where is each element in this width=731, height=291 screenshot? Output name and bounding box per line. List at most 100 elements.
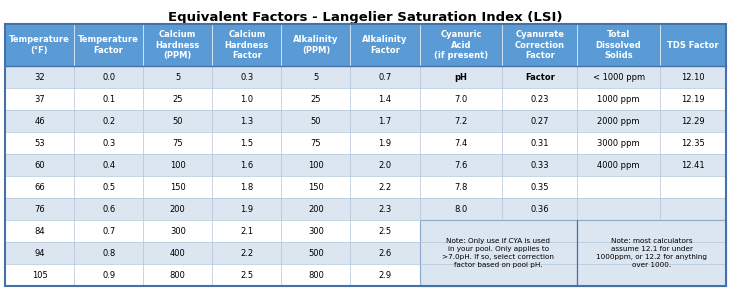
Text: 200: 200 [308, 205, 324, 214]
Text: 0.5: 0.5 [102, 182, 115, 191]
Bar [212, 132, 281, 154]
Bar [502, 176, 577, 198]
Text: Alkalinity
Factor: Alkalinity Factor [363, 35, 408, 55]
Text: Alkalinity
(PPM): Alkalinity (PPM) [293, 35, 338, 55]
Bar [143, 198, 212, 220]
Text: 7.8: 7.8 [454, 182, 468, 191]
Text: 1.8: 1.8 [240, 182, 254, 191]
Bar [5, 24, 74, 66]
Text: 53: 53 [34, 139, 45, 148]
Bar [577, 242, 660, 264]
Text: 150: 150 [308, 182, 324, 191]
Bar [5, 176, 74, 198]
Bar [577, 264, 660, 286]
Text: 94: 94 [34, 249, 45, 258]
Bar [143, 132, 212, 154]
Bar [5, 66, 74, 88]
Bar [420, 110, 502, 132]
Bar [74, 110, 143, 132]
Bar [212, 242, 281, 264]
Text: 300: 300 [170, 226, 186, 235]
Bar [5, 132, 74, 154]
Bar [281, 110, 350, 132]
Text: 0.9: 0.9 [102, 271, 115, 279]
Text: 0.1: 0.1 [102, 95, 115, 104]
Text: 1.5: 1.5 [240, 139, 254, 148]
Text: 150: 150 [170, 182, 186, 191]
Text: 0.7: 0.7 [379, 72, 392, 81]
Bar [577, 110, 660, 132]
Bar [5, 88, 74, 110]
Bar [660, 88, 726, 110]
Bar [420, 132, 502, 154]
Bar [502, 24, 577, 66]
Bar [5, 154, 74, 176]
Text: 25: 25 [173, 95, 183, 104]
Text: 1000 ppm: 1000 ppm [597, 95, 640, 104]
Text: 84: 84 [34, 226, 45, 235]
Text: 1.0: 1.0 [240, 95, 254, 104]
Bar [5, 220, 74, 242]
Text: 2.9: 2.9 [379, 271, 392, 279]
Text: 12.10: 12.10 [681, 72, 705, 81]
Text: 1.7: 1.7 [379, 116, 392, 125]
Text: 2000 ppm: 2000 ppm [597, 116, 640, 125]
Text: 12.41: 12.41 [681, 161, 705, 169]
Text: 66: 66 [34, 182, 45, 191]
Bar [5, 110, 74, 132]
Bar [281, 220, 350, 242]
Bar [281, 132, 350, 154]
Text: 0.3: 0.3 [102, 139, 115, 148]
Bar [212, 264, 281, 286]
Bar [281, 154, 350, 176]
Bar [281, 176, 350, 198]
Bar [577, 154, 660, 176]
Text: 2.3: 2.3 [379, 205, 392, 214]
Bar [660, 132, 726, 154]
Bar [212, 88, 281, 110]
Bar [281, 66, 350, 88]
Text: 60: 60 [34, 161, 45, 169]
Bar [577, 220, 660, 242]
Bar [577, 24, 660, 66]
Bar [660, 198, 726, 220]
Text: Cyanurate
Correction
Factor: Cyanurate Correction Factor [515, 30, 565, 60]
Bar [212, 154, 281, 176]
Text: 0.35: 0.35 [531, 182, 549, 191]
Bar [143, 176, 212, 198]
Text: 1.4: 1.4 [379, 95, 392, 104]
Text: 1.9: 1.9 [379, 139, 392, 148]
Text: 4000 ppm: 4000 ppm [597, 161, 640, 169]
Text: Factor: Factor [525, 72, 555, 81]
Bar [143, 154, 212, 176]
Text: Note: Only use if CYA is used
in your pool. Only applies to
>7.0pH. If so, selec: Note: Only use if CYA is used in your po… [442, 238, 554, 268]
Bar [281, 242, 350, 264]
Text: Calcium
Hardness
(PPM): Calcium Hardness (PPM) [156, 30, 200, 60]
Text: 25: 25 [311, 95, 321, 104]
Bar [502, 110, 577, 132]
Text: 0.0: 0.0 [102, 72, 115, 81]
Bar [350, 242, 420, 264]
Text: TDS Factor: TDS Factor [667, 40, 719, 49]
Bar [281, 24, 350, 66]
Bar [660, 220, 726, 242]
Text: 400: 400 [170, 249, 186, 258]
Bar [420, 154, 502, 176]
Text: 75: 75 [173, 139, 183, 148]
Text: 8.0: 8.0 [454, 205, 468, 214]
Bar [212, 24, 281, 66]
Bar [350, 220, 420, 242]
Bar [281, 88, 350, 110]
Bar [577, 198, 660, 220]
Text: 75: 75 [311, 139, 321, 148]
Bar [143, 24, 212, 66]
Bar [74, 132, 143, 154]
Bar [502, 220, 577, 242]
Bar [350, 66, 420, 88]
Bar [74, 88, 143, 110]
Bar [143, 66, 212, 88]
Bar [420, 176, 502, 198]
Text: pH: pH [455, 72, 467, 81]
Text: 12.35: 12.35 [681, 139, 705, 148]
Bar [212, 220, 281, 242]
